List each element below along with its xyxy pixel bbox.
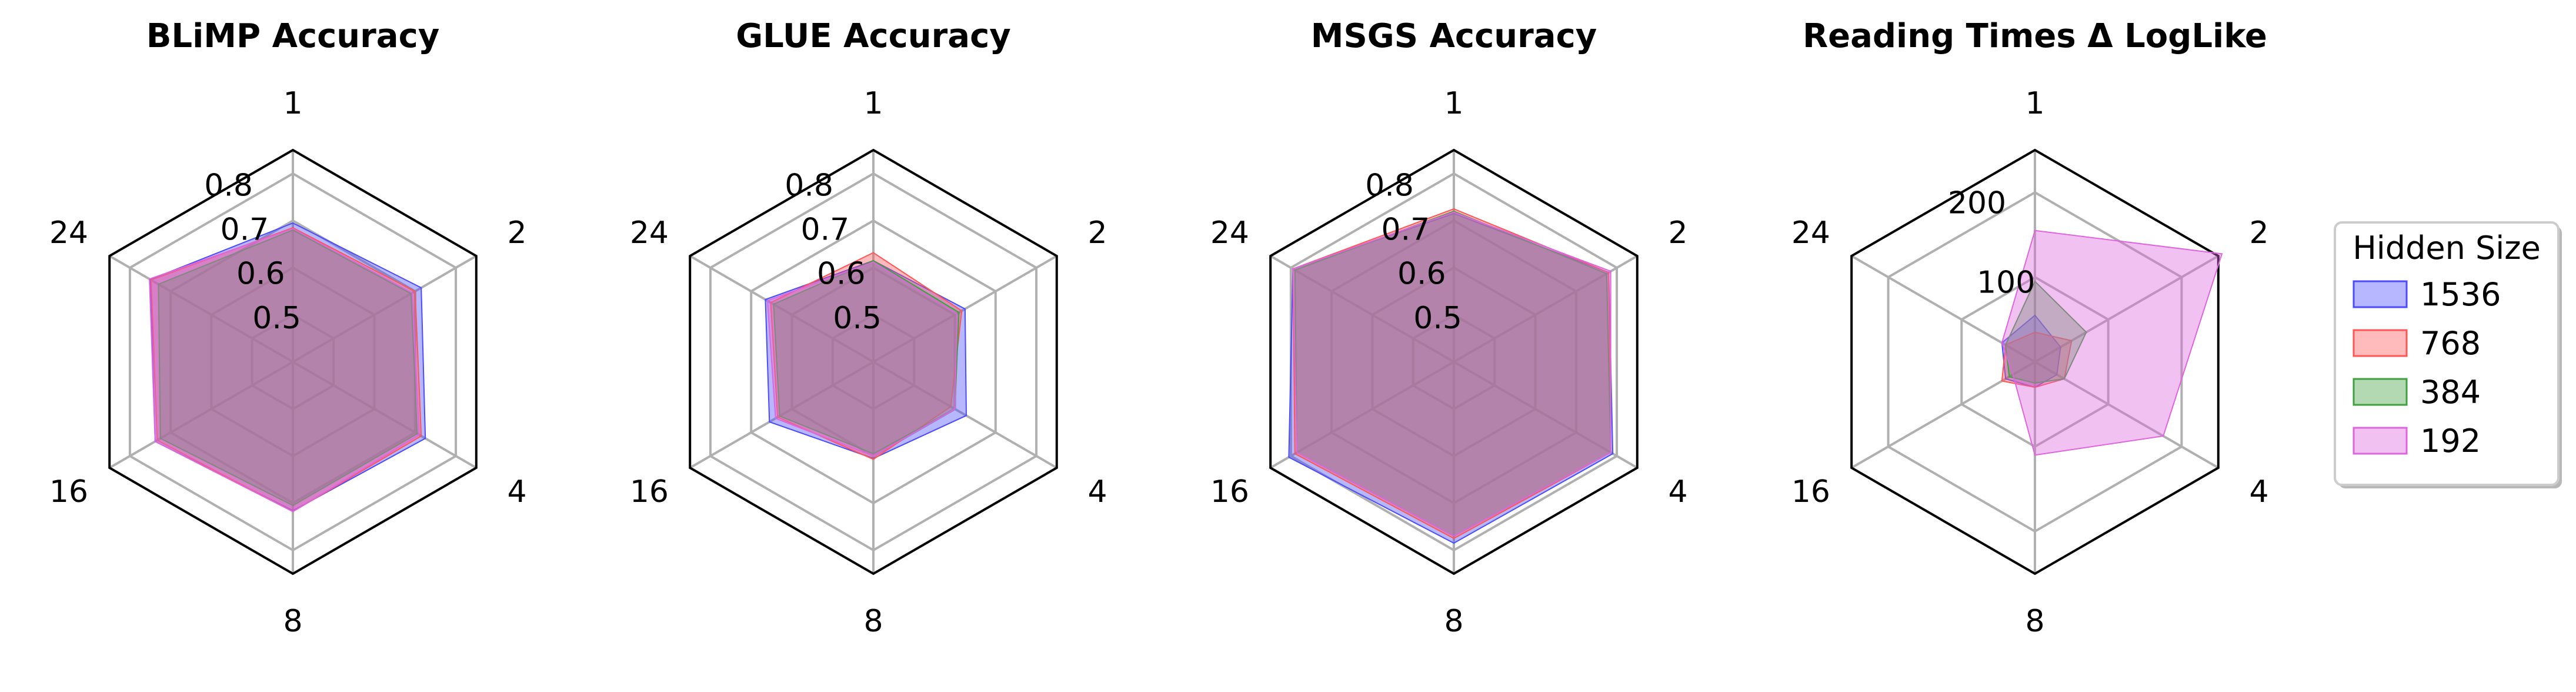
legend-swatch <box>2353 427 2408 455</box>
axis-label: 24 <box>49 215 88 251</box>
panel-title: BLiMP Accuracy <box>146 17 440 55</box>
axis-label: 24 <box>1791 215 1830 251</box>
grid-spoke <box>109 361 293 469</box>
r-tick-label: 0.7 <box>1382 212 1430 248</box>
axis-label: 1 <box>2025 86 2044 121</box>
grid-spoke <box>292 361 477 469</box>
series-area-384 <box>158 229 418 507</box>
r-tick-label: 0.8 <box>204 168 253 203</box>
axis-label: 8 <box>1444 604 1463 639</box>
axis-label: 4 <box>1088 474 1107 510</box>
axis-label: 4 <box>508 474 527 510</box>
grid-spoke <box>1270 255 1454 363</box>
grid-spoke <box>109 255 293 363</box>
axis-label: 2 <box>1669 215 1688 251</box>
axis-label: 16 <box>1791 474 1830 510</box>
legend: Hidden Size 1536 768 384 192 <box>2334 221 2562 488</box>
outer-frame <box>689 148 1058 575</box>
series-area-384 <box>773 260 960 455</box>
outer-frame <box>1850 148 2220 575</box>
panel-title: GLUE Accuracy <box>736 17 1011 55</box>
series-area-192 <box>2001 229 2223 456</box>
r-tick-label: 0.6 <box>1397 257 1446 292</box>
outer-frame <box>108 148 478 575</box>
axis-label: 24 <box>1210 215 1249 251</box>
legend-box <box>2334 221 2560 486</box>
legend-swatch <box>2353 378 2408 406</box>
series-area-192 <box>149 228 420 513</box>
r-tick-label: 0.5 <box>1413 301 1462 336</box>
grid-spoke <box>2034 255 2219 363</box>
panel-title: Reading Times Δ LogLike <box>1803 17 2267 55</box>
legend-label: 1536 <box>2420 276 2501 313</box>
legend-swatch <box>2353 280 2408 308</box>
r-tick-label: 0.7 <box>801 212 850 248</box>
grid-spoke <box>1851 361 2036 469</box>
grid-spoke <box>2034 361 2219 469</box>
grid-spoke <box>689 361 874 469</box>
axis-label: 16 <box>1210 474 1249 510</box>
legend-label: 192 <box>2420 422 2481 460</box>
r-tick-label: 0.6 <box>236 257 285 292</box>
legend-label: 768 <box>2420 325 2481 362</box>
axis-label: 2 <box>508 215 527 251</box>
series-area-192 <box>1292 211 1611 537</box>
r-tick-label: 100 <box>1977 265 2035 301</box>
axis-label: 1 <box>283 86 302 121</box>
outer-frame <box>1269 148 1639 575</box>
legend-swatch <box>2353 329 2408 357</box>
grid-spoke <box>689 255 874 363</box>
panel-title: MSGS Accuracy <box>1311 17 1597 55</box>
r-tick-label: 0.8 <box>1365 168 1414 203</box>
axis-label: 8 <box>863 604 883 639</box>
legend-title: Hidden Size <box>2353 229 2541 267</box>
r-tick-label: 0.6 <box>817 257 866 292</box>
axis-label: 24 <box>630 215 669 251</box>
series-area-768 <box>770 252 963 460</box>
series-area-1536 <box>149 222 426 511</box>
legend-label: 384 <box>2420 374 2481 411</box>
axis-label: 4 <box>1669 474 1688 510</box>
r-tick-label: 0.5 <box>252 301 301 336</box>
axis-label: 2 <box>2250 215 2269 251</box>
axis-label: 4 <box>2250 474 2269 510</box>
series-area-192 <box>766 261 958 457</box>
series-area-1536 <box>765 260 967 460</box>
grid-spoke <box>873 361 1057 469</box>
r-tick-label: 200 <box>1948 185 2006 221</box>
axis-label: 1 <box>863 86 883 121</box>
r-tick-label: 0.5 <box>833 301 882 336</box>
axis-label: 16 <box>630 474 669 510</box>
axis-label: 8 <box>2025 604 2044 639</box>
axis-label: 1 <box>1444 86 1463 121</box>
grid-spoke <box>1453 361 1638 469</box>
axis-label: 16 <box>49 474 88 510</box>
axis-label: 2 <box>1088 215 1107 251</box>
grid-spoke <box>292 255 477 363</box>
series-area-384 <box>2005 280 2087 384</box>
grid-spoke <box>1851 255 2036 363</box>
r-tick-label: 0.7 <box>221 212 269 248</box>
grid-spoke <box>1270 361 1454 469</box>
axis-label: 8 <box>283 604 302 639</box>
r-tick-label: 0.8 <box>785 168 833 203</box>
